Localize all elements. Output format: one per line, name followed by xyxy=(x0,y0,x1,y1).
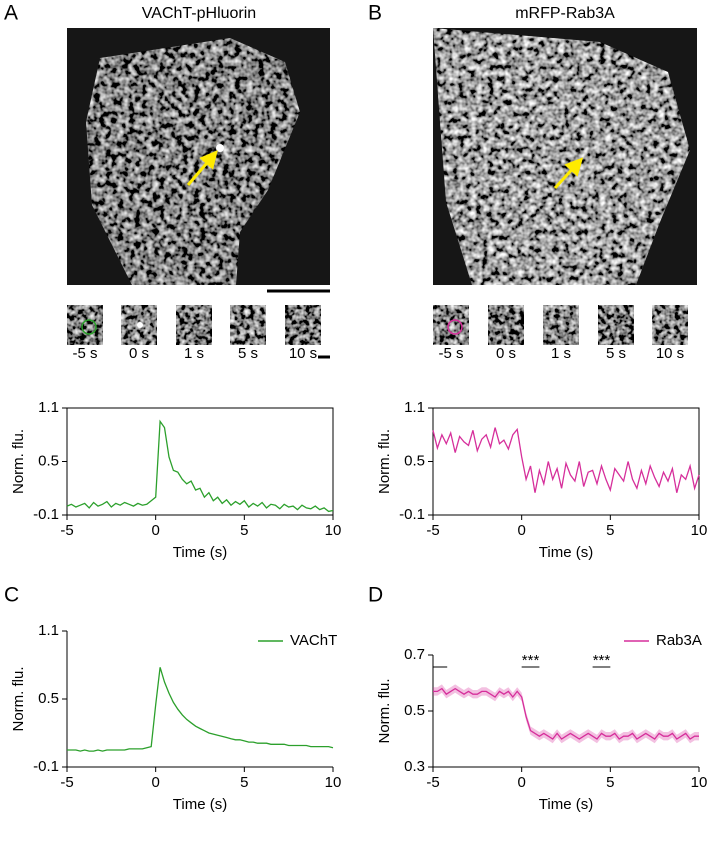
x-axis-label: Time (s) xyxy=(173,544,227,561)
y-tick-label: 0.3 xyxy=(404,758,425,775)
x-tick-label: 5 xyxy=(240,774,248,791)
tile xyxy=(176,305,212,345)
significance-label: *** xyxy=(522,652,540,669)
tile xyxy=(67,305,103,345)
y-tick-label: 0.5 xyxy=(404,452,425,469)
y-tick-label: 1.1 xyxy=(404,399,425,416)
x-tick-label: 0 xyxy=(517,774,525,791)
tile xyxy=(488,305,524,345)
y-tick-label: -0.1 xyxy=(33,758,59,775)
x-tick-label: 10 xyxy=(325,774,342,791)
y-axis-label: Norm. flu. xyxy=(10,666,27,731)
y-axis-label: Norm. flu. xyxy=(376,678,393,743)
frame-label: -5 s xyxy=(72,345,97,362)
frame-label: 5 s xyxy=(238,345,258,362)
x-tick-label: 5 xyxy=(240,522,248,539)
x-tick-label: 10 xyxy=(691,774,708,791)
y-axis-label: Norm. flu. xyxy=(376,429,393,494)
x-tick-label: -5 xyxy=(426,522,439,539)
y-tick-label: 0.7 xyxy=(404,646,425,663)
y-tick-label: 1.1 xyxy=(38,399,59,416)
data-line xyxy=(433,687,699,740)
y-tick-label: 0.5 xyxy=(38,452,59,469)
tile xyxy=(598,305,634,345)
x-tick-label: 0 xyxy=(517,522,525,539)
tiles xyxy=(67,305,688,359)
arrow xyxy=(186,150,218,186)
x-tick-label: 0 xyxy=(151,522,159,539)
frame-label: 1 s xyxy=(184,345,204,362)
image-title: mRFP-Rab3A xyxy=(515,5,615,22)
panel-label: A xyxy=(4,2,18,25)
x-tick-label: 5 xyxy=(606,774,614,791)
panel-label: C xyxy=(4,584,19,607)
significance-label: *** xyxy=(593,652,611,669)
frame-label: 1 s xyxy=(551,345,571,362)
error-band xyxy=(433,684,699,744)
y-tick-label: 0.5 xyxy=(38,690,59,707)
x-tick-label: -5 xyxy=(60,774,73,791)
spot xyxy=(216,144,224,152)
x-tick-label: 10 xyxy=(325,522,342,539)
cell xyxy=(86,38,300,285)
x-tick-label: 0 xyxy=(151,774,159,791)
x-axis-label: Time (s) xyxy=(539,796,593,813)
cell xyxy=(433,28,690,285)
frame-label: 0 s xyxy=(129,345,149,362)
tile xyxy=(285,305,321,345)
frame-labels: -5 s 0 s 1 s 5 s 10 s -5 s 0 s 1 s 5 s 1… xyxy=(72,345,684,362)
roi-circle xyxy=(447,319,463,335)
image-title: VAChT-pHluorin xyxy=(142,5,256,22)
frame-label: 5 s xyxy=(606,345,626,362)
x-axis-label: Time (s) xyxy=(173,796,227,813)
tile xyxy=(652,305,688,345)
roi-circle xyxy=(81,319,97,335)
frame-label: 10 s xyxy=(289,345,317,362)
spot xyxy=(137,322,143,328)
legend-label: VAChT xyxy=(290,632,337,649)
y-tick-label: -0.1 xyxy=(33,506,59,523)
tile xyxy=(433,305,469,345)
plot-frame xyxy=(66,407,334,516)
legend-label: Rab3A xyxy=(656,632,702,649)
tile xyxy=(230,305,266,345)
x-axis-label: Time (s) xyxy=(539,544,593,561)
arrow xyxy=(553,157,584,190)
frame-label: 0 s xyxy=(496,345,516,362)
y-axis-label: Norm. flu. xyxy=(10,429,27,494)
frame-label: 10 s xyxy=(656,345,684,362)
panel-label: B xyxy=(368,2,382,25)
data-line xyxy=(67,667,334,752)
panel-label: D xyxy=(368,584,383,607)
x-tick-label: -5 xyxy=(60,522,73,539)
y-tick-label: 0.5 xyxy=(404,702,425,719)
x-tick-label: 5 xyxy=(606,522,614,539)
x-tick-label: 10 xyxy=(691,522,708,539)
y-tick-label: -0.1 xyxy=(399,506,425,523)
data-line xyxy=(66,419,334,513)
data-line xyxy=(432,427,700,493)
tile xyxy=(543,305,579,345)
y-tick-label: 1.1 xyxy=(38,622,59,639)
frame-label: -5 s xyxy=(438,345,463,362)
x-tick-label: -5 xyxy=(426,774,439,791)
